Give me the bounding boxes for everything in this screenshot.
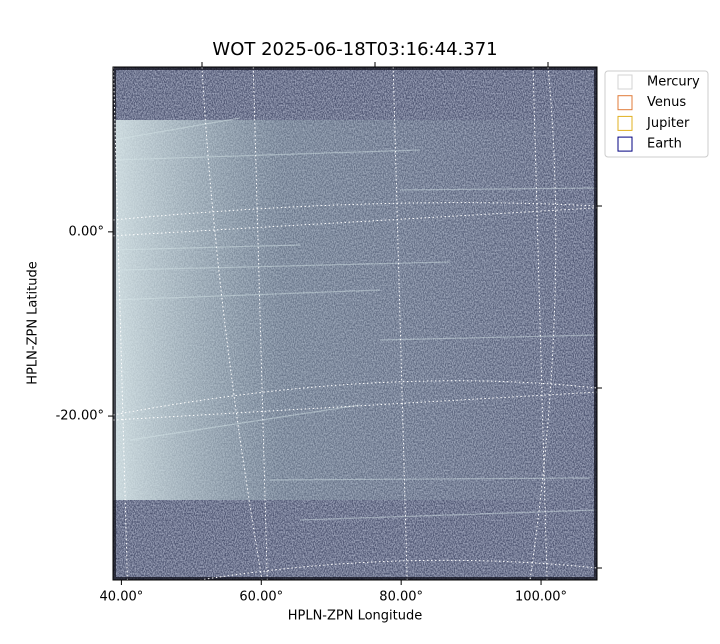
grid-line (252, 67, 268, 580)
grid-line (532, 67, 548, 580)
y-axis-label: HPLN-ZPN Latitude (26, 261, 41, 384)
legend-label: Venus (647, 95, 686, 110)
grid-line (113, 207, 597, 237)
chart-title: WOT 2025-06-18T03:16:44.371 (212, 39, 497, 60)
legend-swatch (617, 115, 633, 131)
x-axis-label: HPLN-ZPN Longitude (288, 609, 423, 624)
x-tick-label: 40.00° (100, 590, 144, 605)
grid-line (392, 67, 408, 580)
x-tick-label: 100.00° (515, 590, 567, 605)
legend (604, 70, 709, 158)
x-tick-label: 80.00° (379, 590, 423, 605)
extra-ticks (201, 62, 602, 569)
legend-swatch (617, 95, 633, 111)
grid-extra (113, 67, 597, 580)
legend-swatch (617, 136, 633, 152)
legend-label: Jupiter (646, 116, 690, 131)
x-tick-label: 60.00° (239, 590, 283, 605)
grid-line (113, 67, 128, 580)
y-tick-label: -20.00° (56, 409, 104, 424)
grid (113, 67, 597, 580)
legend-label: Mercury (647, 75, 700, 90)
grid-line (113, 391, 597, 421)
axes-frame (112, 66, 598, 581)
y-tick-label: 0.00° (69, 224, 104, 239)
legend-swatch (617, 74, 633, 90)
image (113, 67, 597, 580)
legend-label: Earth (647, 137, 682, 152)
